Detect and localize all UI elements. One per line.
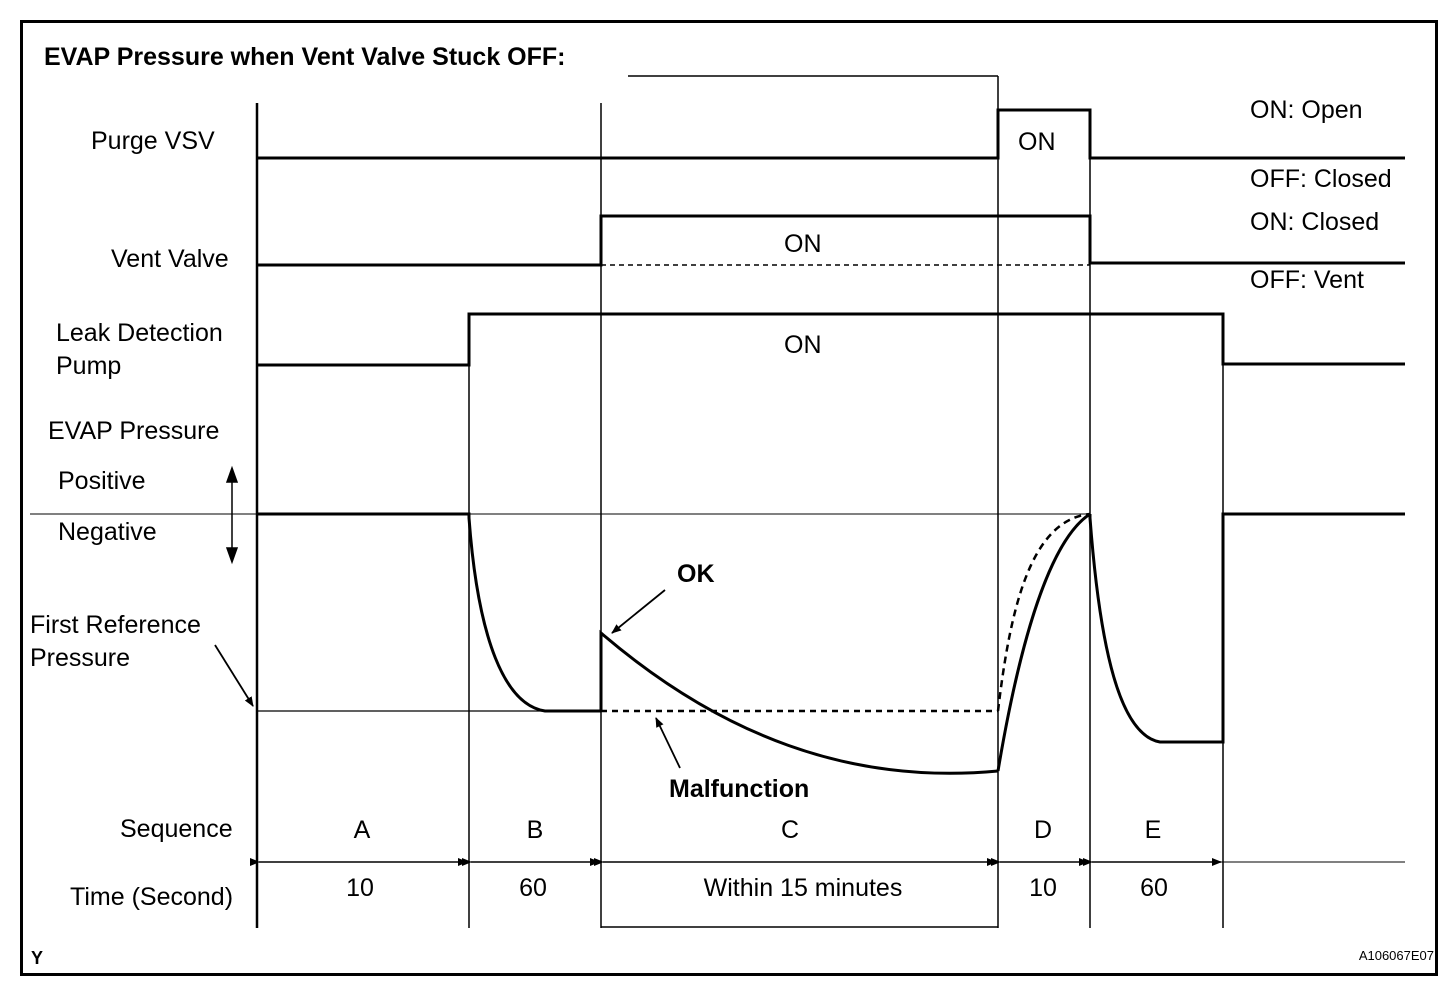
ok-label: OK [677, 560, 715, 588]
ok-curve-c [599, 629, 999, 775]
evap-pressure-label: EVAP Pressure [48, 417, 219, 445]
time-c: Within 15 minutes [704, 874, 903, 902]
footer-mark: Y [31, 948, 43, 968]
diagram-title: EVAP Pressure when Vent Valve Stuck OFF: [44, 43, 566, 71]
malfunction-label: Malfunction [669, 775, 809, 803]
time-a: 10 [346, 874, 374, 902]
positive-label: Positive [58, 467, 146, 495]
phase-b: B [527, 816, 544, 844]
purge-vsv-on-state: ON: Open [1250, 96, 1363, 124]
sequence-label: Sequence [120, 815, 233, 843]
first-ref-label-line2: Pressure [30, 644, 130, 672]
phase-d: D [1034, 816, 1052, 844]
vent-valve-on-state: ON: Closed [1250, 208, 1379, 236]
diagram-frame [20, 20, 1438, 976]
purge-vsv-off-state: OFF: Closed [1250, 165, 1392, 193]
pressure-curve-e [1088, 512, 1405, 744]
purge-vsv-signal [257, 108, 1405, 160]
leak-pump-on-text: ON [784, 331, 822, 359]
leak-pump-label-line2: Pump [56, 352, 121, 380]
first-ref-arrow [214, 644, 254, 707]
malfunction-arrow [655, 717, 681, 769]
pressure-curve-d-dashed [996, 512, 1091, 712]
negative-label: Negative [58, 518, 157, 546]
figure-id: A106067E07 [1359, 948, 1434, 963]
purge-vsv-on-text: ON [1018, 128, 1056, 156]
time-label: Time (Second) [70, 883, 233, 911]
ok-arrow [611, 589, 666, 634]
phase-e: E [1145, 816, 1162, 844]
leak-pump-label-line1: Leak Detection [56, 319, 223, 347]
vent-valve-on-text: ON [784, 230, 822, 258]
leak-pump-signal [257, 312, 1405, 367]
positive-negative-arrow [225, 465, 239, 565]
phase-a: A [354, 816, 371, 844]
first-ref-label-line1: First Reference [30, 611, 201, 639]
pressure-curve-d [996, 512, 1091, 772]
vent-valve-signal [257, 214, 1405, 267]
vent-valve-off-state: OFF: Vent [1250, 266, 1364, 294]
time-e: 60 [1140, 874, 1168, 902]
vent-valve-label: Vent Valve [111, 245, 229, 273]
phase-c: C [781, 816, 799, 844]
time-b: 60 [519, 874, 547, 902]
pressure-curve-ab [257, 512, 601, 713]
purge-vsv-label: Purge VSV [91, 127, 215, 155]
time-d: 10 [1029, 874, 1057, 902]
